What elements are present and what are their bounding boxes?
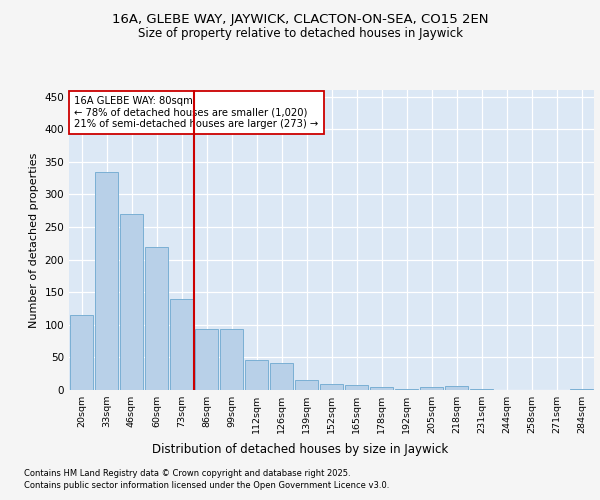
Bar (569, 388, 593, 390)
Bar (320, 384, 343, 390)
Bar (344, 385, 368, 390)
Y-axis label: Number of detached properties: Number of detached properties (29, 152, 39, 328)
Text: 16A GLEBE WAY: 80sqm
← 78% of detached houses are smaller (1,020)
21% of semi-de: 16A GLEBE WAY: 80sqm ← 78% of detached h… (74, 96, 319, 129)
Bar (194, 328, 218, 390)
Text: 16A, GLEBE WAY, JAYWICK, CLACTON-ON-SEA, CO15 2EN: 16A, GLEBE WAY, JAYWICK, CLACTON-ON-SEA,… (112, 12, 488, 26)
Bar (70, 315, 94, 390)
Text: Contains HM Land Registry data © Crown copyright and database right 2025.: Contains HM Land Registry data © Crown c… (24, 468, 350, 477)
Bar (269, 364, 293, 390)
Bar (170, 298, 193, 390)
Bar (95, 172, 118, 390)
Bar (445, 386, 469, 390)
Text: Distribution of detached houses by size in Jaywick: Distribution of detached houses by size … (152, 442, 448, 456)
Bar (245, 360, 268, 390)
Bar (220, 328, 244, 390)
Text: Size of property relative to detached houses in Jaywick: Size of property relative to detached ho… (137, 28, 463, 40)
Bar (295, 380, 319, 390)
Bar (145, 246, 169, 390)
Text: Contains public sector information licensed under the Open Government Licence v3: Contains public sector information licen… (24, 481, 389, 490)
Bar (119, 214, 143, 390)
Bar (419, 386, 443, 390)
Bar (370, 388, 394, 390)
